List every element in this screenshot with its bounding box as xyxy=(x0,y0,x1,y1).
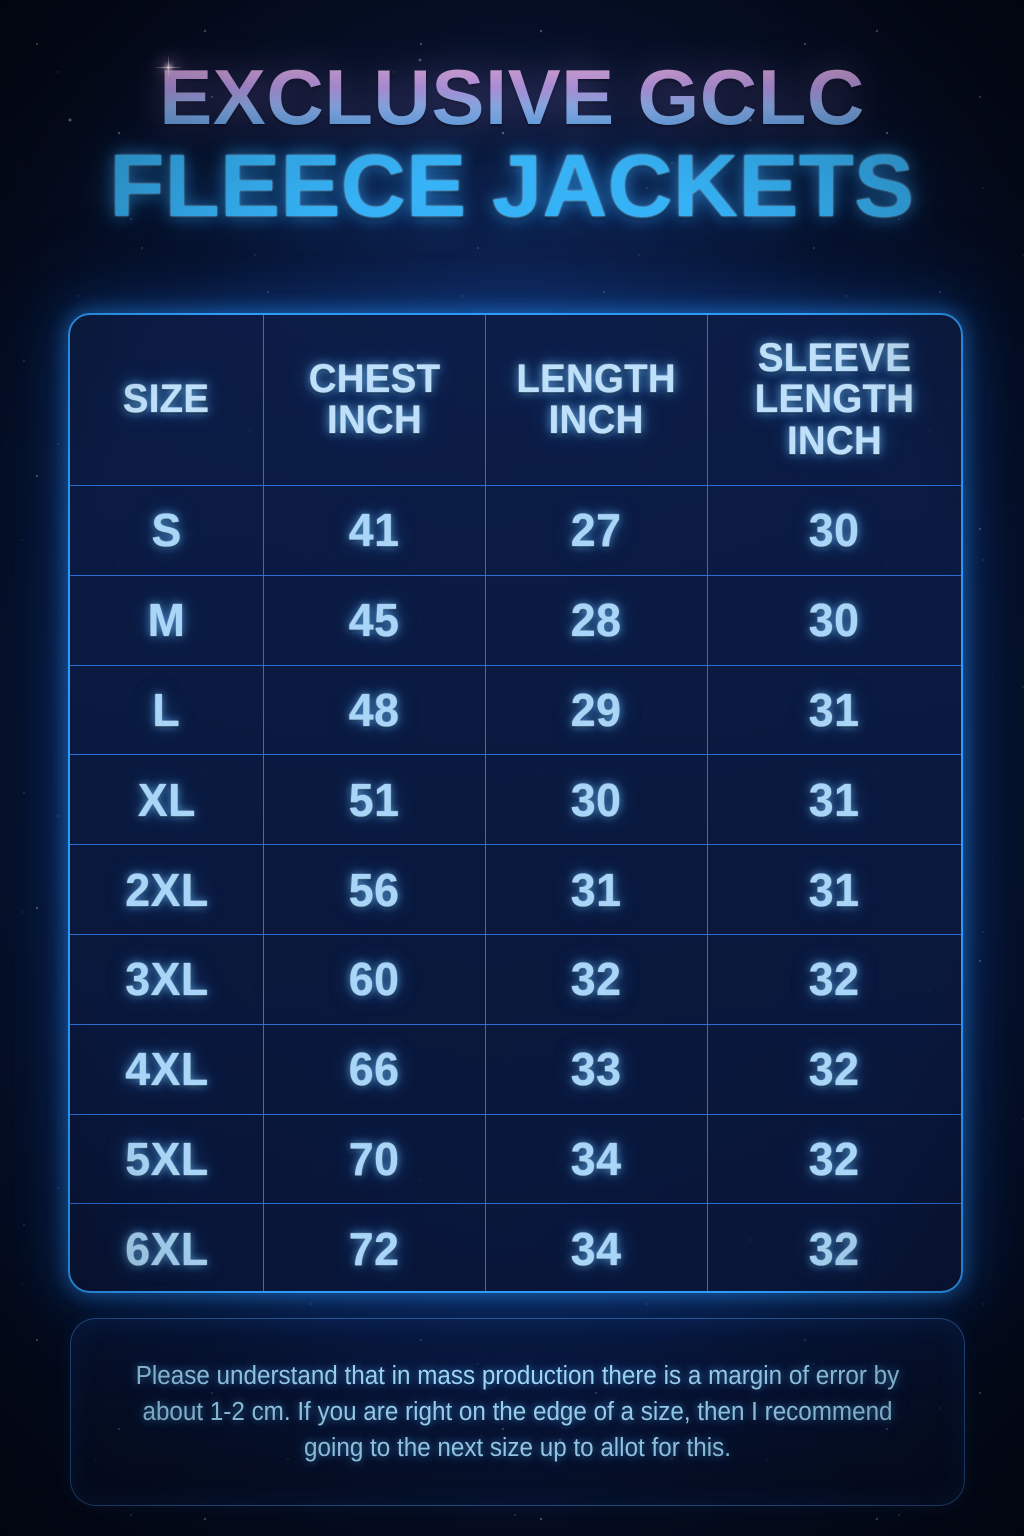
cell-value: 28 xyxy=(571,594,622,647)
cell-value: 60 xyxy=(349,953,400,1006)
poster-title: EXCLUSIVE GCLC FLEECE JACKETS xyxy=(0,58,1024,230)
cell-length: 34 xyxy=(485,1204,707,1291)
table-header-row: SIZE CHEST INCH LENGTH INCH SLEEVE LENGT… xyxy=(70,315,961,485)
table-header-cell-sleeve: SLEEVE LENGTH INCH xyxy=(707,315,961,485)
cell-value: S xyxy=(151,504,182,557)
cell-value: 32 xyxy=(571,953,622,1006)
cell-value: 5XL xyxy=(124,1132,209,1185)
header-label-chest: CHEST INCH xyxy=(308,356,441,442)
cell-value: 41 xyxy=(349,504,400,557)
cell-value: 30 xyxy=(571,773,622,826)
cell-size: 4XL xyxy=(70,1025,263,1114)
cell-value: 33 xyxy=(571,1043,622,1096)
cell-sleeve: 31 xyxy=(707,755,961,845)
cell-value: 32 xyxy=(809,953,860,1006)
cell-chest: 41 xyxy=(263,486,485,575)
cell-value: 34 xyxy=(571,1222,622,1275)
table-row: S 41 27 30 xyxy=(70,485,961,575)
cell-chest: 72 xyxy=(263,1204,485,1291)
cell-value: 32 xyxy=(809,1222,860,1275)
cell-size: 6XL xyxy=(70,1204,263,1291)
table-header-cell-length: LENGTH INCH xyxy=(485,315,707,485)
cell-value: L xyxy=(152,683,181,736)
cell-value: 30 xyxy=(809,594,860,647)
table-row: 4XL 66 33 32 xyxy=(70,1023,961,1114)
cell-sleeve: 32 xyxy=(707,1024,961,1114)
cell-chest: 60 xyxy=(263,934,485,1024)
cell-length: 30 xyxy=(485,755,707,845)
table-row: 3XL 60 32 32 xyxy=(70,933,961,1024)
cell-length: 31 xyxy=(485,845,707,934)
cell-value: 48 xyxy=(349,683,400,736)
cell-sleeve: 32 xyxy=(707,1204,961,1291)
cell-value: 31 xyxy=(809,863,860,916)
header-label-sleeve: SLEEVE LENGTH INCH xyxy=(754,336,915,463)
table-row: 2XL 56 31 31 xyxy=(70,844,961,934)
cell-value: 45 xyxy=(349,594,400,647)
header-label-size: SIZE xyxy=(123,377,210,422)
table-row: M 45 28 30 xyxy=(70,574,961,665)
cell-length: 32 xyxy=(485,934,707,1024)
size-chart-table: SIZE CHEST INCH LENGTH INCH SLEEVE LENGT… xyxy=(68,313,963,1293)
cell-sleeve: 32 xyxy=(707,1114,961,1204)
cell-size: XL xyxy=(70,755,263,844)
cell-sleeve: 30 xyxy=(707,486,961,575)
disclaimer-text: Please understand that in mass productio… xyxy=(135,1361,900,1463)
title-line-2: FLEECE JACKETS xyxy=(109,136,915,235)
title-line-1: EXCLUSIVE GCLC xyxy=(0,58,1024,136)
cell-value: 3XL xyxy=(124,953,209,1006)
cell-length: 28 xyxy=(485,575,707,665)
cell-size: S xyxy=(70,486,263,575)
table-header-cell-chest: CHEST INCH xyxy=(263,315,485,485)
cell-value: 31 xyxy=(809,773,860,826)
cell-value: 30 xyxy=(809,504,860,557)
cell-size: 2XL xyxy=(70,845,263,934)
cell-value: 34 xyxy=(571,1132,622,1185)
cell-value: 31 xyxy=(571,863,622,916)
cell-value: 2XL xyxy=(124,863,209,916)
cell-value: 56 xyxy=(349,863,400,916)
cell-value: 66 xyxy=(349,1043,400,1096)
cell-chest: 56 xyxy=(263,845,485,934)
cell-value: 4XL xyxy=(124,1043,209,1096)
sparkle-icon xyxy=(154,55,183,80)
cell-value: 31 xyxy=(809,683,860,736)
cell-sleeve: 31 xyxy=(707,845,961,934)
cell-value: 29 xyxy=(571,683,622,736)
table-row: 6XL 72 34 32 xyxy=(70,1203,961,1291)
cell-value: 32 xyxy=(809,1043,860,1096)
cell-sleeve: 31 xyxy=(707,665,961,755)
cell-chest: 48 xyxy=(263,665,485,755)
cell-value: 51 xyxy=(349,773,400,826)
cell-value: XL xyxy=(137,773,196,826)
cell-size: 3XL xyxy=(70,935,263,1024)
cell-length: 27 xyxy=(485,486,707,575)
cell-value: 27 xyxy=(571,504,622,557)
cell-length: 29 xyxy=(485,665,707,755)
cell-chest: 45 xyxy=(263,575,485,665)
cell-length: 34 xyxy=(485,1114,707,1204)
cell-value: 70 xyxy=(349,1132,400,1185)
cell-chest: 51 xyxy=(263,755,485,845)
cell-value: 32 xyxy=(809,1132,860,1185)
table-row: XL 51 30 31 xyxy=(70,754,961,845)
cell-chest: 70 xyxy=(263,1114,485,1204)
cell-value: M xyxy=(147,594,186,647)
header-label-length: LENGTH INCH xyxy=(516,356,677,442)
cell-size: 5XL xyxy=(70,1115,263,1204)
cell-size: L xyxy=(70,666,263,755)
cell-size: M xyxy=(70,576,263,665)
cell-length: 33 xyxy=(485,1024,707,1114)
cell-chest: 66 xyxy=(263,1024,485,1114)
cell-sleeve: 32 xyxy=(707,934,961,1024)
cell-value: 72 xyxy=(349,1222,400,1275)
cell-sleeve: 30 xyxy=(707,575,961,665)
table-header-cell-size: SIZE xyxy=(70,315,263,485)
cell-value: 6XL xyxy=(124,1222,209,1275)
table-row: 5XL 70 34 32 xyxy=(70,1113,961,1204)
table-row: L 48 29 31 xyxy=(70,664,961,755)
disclaimer-box: Please understand that in mass productio… xyxy=(70,1318,965,1506)
